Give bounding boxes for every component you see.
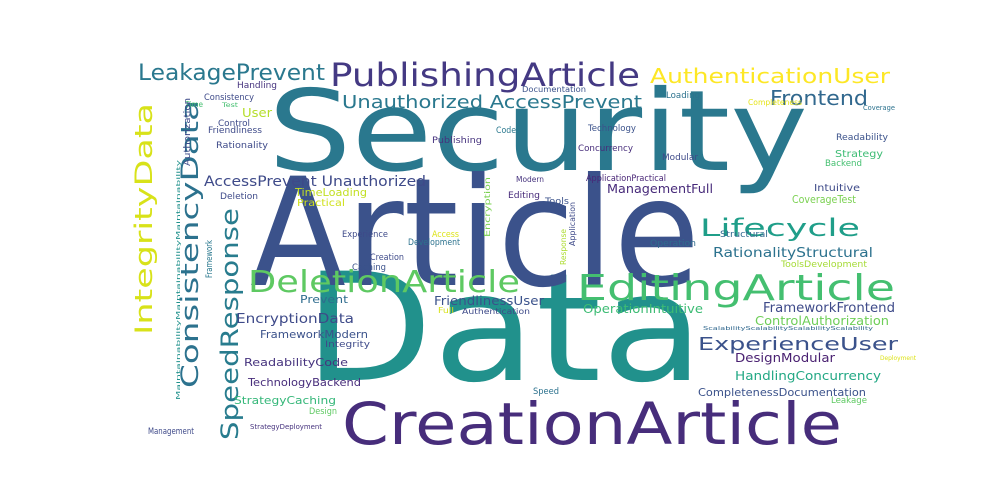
word-33: Practical (297, 198, 345, 209)
word-55: Modular (662, 153, 698, 163)
word-15: AccessPrevent Unauthorized (204, 174, 426, 190)
word-66: Application (568, 202, 577, 246)
word-46: Coverage (863, 104, 895, 112)
word-42: Leakage (831, 396, 867, 406)
word-68: Access (432, 230, 459, 240)
word-65: Encryption (483, 177, 492, 237)
word-12: ConsistencyData (176, 100, 204, 388)
word-52: Structural (720, 230, 768, 240)
word-35: Integrity (325, 340, 371, 350)
word-5: EditingArticle (577, 268, 895, 309)
word-80: Test (221, 102, 239, 109)
word-29: HandlingConcurrency (735, 369, 881, 383)
word-58: ApplicationPractical (586, 174, 666, 184)
word-6: DeletionArticle (248, 265, 520, 300)
word-31: User (242, 106, 272, 120)
word-39: MaintainabilityMaintainabilityMaintainab… (176, 160, 182, 400)
word-9: Frontend (770, 86, 868, 110)
word-72: Experience (342, 230, 388, 240)
word-27: StrategyCaching (234, 394, 336, 407)
word-11: IntegrityData (130, 103, 158, 335)
word-82: Friendliness (208, 126, 262, 136)
word-73: Creation (370, 253, 404, 263)
word-43: Deployment (880, 355, 917, 362)
word-77: Handling (237, 81, 277, 91)
word-23: EncryptionData (236, 312, 354, 327)
word-13: SpeedResponse (216, 208, 244, 440)
word-36: Design (309, 407, 337, 417)
word-2: Article (250, 147, 700, 321)
word-3: CreationArticle (342, 390, 842, 458)
word-49: Backend (825, 159, 862, 169)
word-0: Security (268, 67, 808, 197)
word-51: CoverageTest (792, 193, 857, 206)
word-44: Loading (666, 91, 700, 101)
word-61: Documentation (522, 85, 586, 94)
word-67: Response (559, 229, 568, 265)
word-48: Strategy (835, 149, 883, 160)
word-69: Development (408, 238, 460, 248)
word-16: ManagementFull (607, 182, 713, 196)
word-76: Framework (205, 239, 215, 278)
word-38: StrategyDeployment (250, 423, 322, 431)
word-56: Technology (587, 124, 637, 134)
word-19: FrameworkFrontend (763, 301, 895, 316)
word-34: Prevent (300, 293, 349, 306)
word-60: Code (496, 126, 516, 136)
word-71: Authentication (462, 307, 530, 316)
word-74: Caching (352, 263, 386, 273)
word-70: Full (438, 306, 454, 315)
word-7: LeakagePrevent (138, 61, 325, 86)
word-10: Unauthorized AccessPrevent (342, 92, 642, 113)
word-30: CompletenessDocumentation (698, 386, 866, 399)
word-24: FrameworkModern (260, 328, 368, 341)
word-26: TechnologyBackend (247, 376, 361, 389)
word-40: ScalabilityScalabilityScalabilityScalabi… (703, 326, 873, 332)
word-79: Time (184, 100, 203, 109)
word-45: Completeness (748, 98, 802, 107)
word-20: ControlAuthorization (755, 314, 889, 328)
word-59: Publishing (432, 136, 482, 146)
word-21: OperationIntuitive (583, 302, 703, 316)
word-47: Readability (836, 133, 889, 143)
word-63: Editing (508, 191, 540, 201)
word-25: ReadabilityCode (244, 356, 348, 369)
word-14: Lifecycle (700, 214, 860, 242)
word-8: AuthenticationUser (650, 64, 891, 88)
word-54: Operation (650, 239, 696, 249)
word-50: Intuitive (814, 183, 860, 194)
word-81: Control (218, 119, 250, 129)
word-37: Management (148, 427, 194, 437)
word-1: Data (304, 242, 704, 416)
word-4: PublishingArticle (330, 56, 640, 94)
word-62: Modern (516, 175, 544, 184)
word-22: FriendlinessUser (434, 294, 544, 308)
word-78: Consistency (204, 93, 255, 103)
word-64: Tools (544, 197, 569, 207)
word-84: Authorization (183, 98, 193, 166)
word-28: DesignModular (735, 351, 835, 365)
word-57: Concurrency (578, 144, 634, 154)
word-75: Deletion (220, 192, 258, 202)
word-83: Rationality (216, 141, 269, 151)
word-17: RationalityStructural (713, 246, 873, 261)
word-18: ExperienceUser (698, 334, 899, 355)
word-32: TimeLoading (294, 186, 367, 199)
word-41: Speed (533, 387, 559, 397)
word-53: ToolsDevelopment (780, 260, 868, 270)
